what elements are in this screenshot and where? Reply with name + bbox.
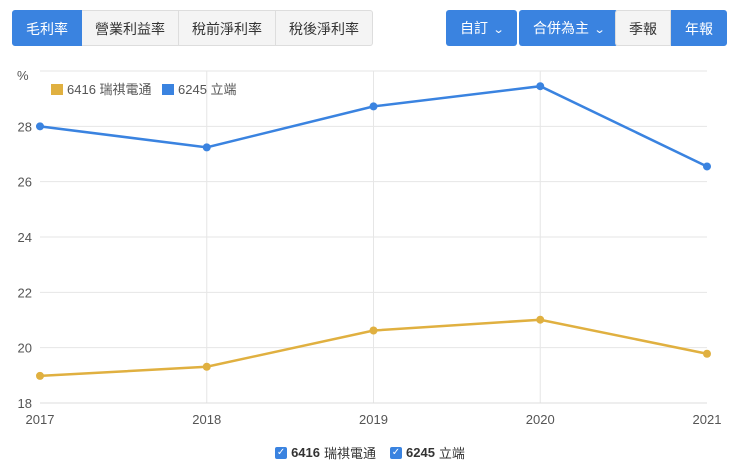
y-tick-label: 22 bbox=[18, 285, 32, 300]
y-tick-label: 20 bbox=[18, 341, 32, 356]
basis-dropdown[interactable]: 合併為主 ⌄ bbox=[519, 10, 619, 46]
toggle-6416[interactable]: ✓ 6416 瑞祺電通 bbox=[275, 443, 376, 462]
data-point[interactable] bbox=[703, 162, 711, 171]
legend-label-6416[interactable]: 6416 瑞祺電通 bbox=[67, 82, 152, 97]
data-point[interactable] bbox=[36, 122, 44, 131]
y-tick-label: 26 bbox=[18, 175, 32, 190]
metric-tabs: 毛利率 營業利益率 稅前淨利率 稅後淨利率 bbox=[12, 10, 373, 46]
tab-gross-margin[interactable]: 毛利率 bbox=[12, 10, 82, 46]
data-point[interactable] bbox=[536, 315, 545, 324]
data-point[interactable] bbox=[202, 143, 211, 152]
data-point[interactable] bbox=[703, 349, 711, 358]
chevron-down-icon: ⌄ bbox=[593, 24, 606, 36]
chart-legend: 6416 瑞祺電通 6245 立端 bbox=[51, 82, 237, 97]
y-axis-unit: % bbox=[17, 68, 29, 83]
data-point[interactable] bbox=[369, 326, 378, 335]
quarterly-button[interactable]: 季報 bbox=[615, 10, 671, 46]
toggle-6245[interactable]: ✓ 6245 立端 bbox=[390, 443, 465, 462]
range-label: 自訂 bbox=[460, 20, 488, 36]
x-tick-label: 2017 bbox=[26, 412, 55, 427]
x-tick-label: 2019 bbox=[359, 412, 388, 427]
tab-net-margin[interactable]: 稅後淨利率 bbox=[276, 10, 373, 46]
chevron-down-icon: ⌄ bbox=[492, 24, 505, 36]
toggle-name: 瑞祺電通 bbox=[323, 446, 376, 461]
legend-label-6245[interactable]: 6245 立端 bbox=[178, 82, 237, 97]
legend-swatch-6245 bbox=[162, 84, 174, 95]
x-tick-label: 2020 bbox=[526, 412, 555, 427]
x-tick-label: 2021 bbox=[693, 412, 722, 427]
toggle-code: 6245 bbox=[406, 445, 435, 460]
legend-swatch-6416 bbox=[51, 84, 63, 95]
y-tick-label: 24 bbox=[18, 230, 32, 245]
y-tick-label: 18 bbox=[18, 396, 32, 411]
tab-pretax-margin[interactable]: 稅前淨利率 bbox=[179, 10, 276, 46]
data-point[interactable] bbox=[202, 362, 211, 371]
line-chart: 18 20 22 24 26 28 2017 2018 2019 2020 2021 % 6416 … bbox=[17, 68, 722, 427]
y-tick-label: 28 bbox=[18, 119, 32, 134]
x-tick-label: 2018 bbox=[192, 412, 221, 427]
basis-label: 合併為主 bbox=[533, 20, 589, 36]
toggle-code: 6416 bbox=[291, 445, 320, 460]
annual-button[interactable]: 年報 bbox=[671, 10, 727, 46]
series-toggles: ✓ 6416 瑞祺電通 ✓ 6245 立端 bbox=[0, 443, 740, 462]
data-point[interactable] bbox=[536, 82, 545, 91]
range-dropdown[interactable]: 自訂 ⌄ bbox=[446, 10, 518, 46]
period-toggle: 季報 年報 bbox=[615, 10, 727, 46]
toggle-name: 立端 bbox=[438, 446, 465, 461]
checkbox-checked-icon[interactable]: ✓ bbox=[275, 446, 288, 459]
checkbox-checked-icon[interactable]: ✓ bbox=[390, 446, 402, 459]
tab-operating-margin[interactable]: 營業利益率 bbox=[82, 10, 179, 46]
data-point[interactable] bbox=[36, 371, 44, 380]
data-point[interactable] bbox=[369, 102, 378, 111]
